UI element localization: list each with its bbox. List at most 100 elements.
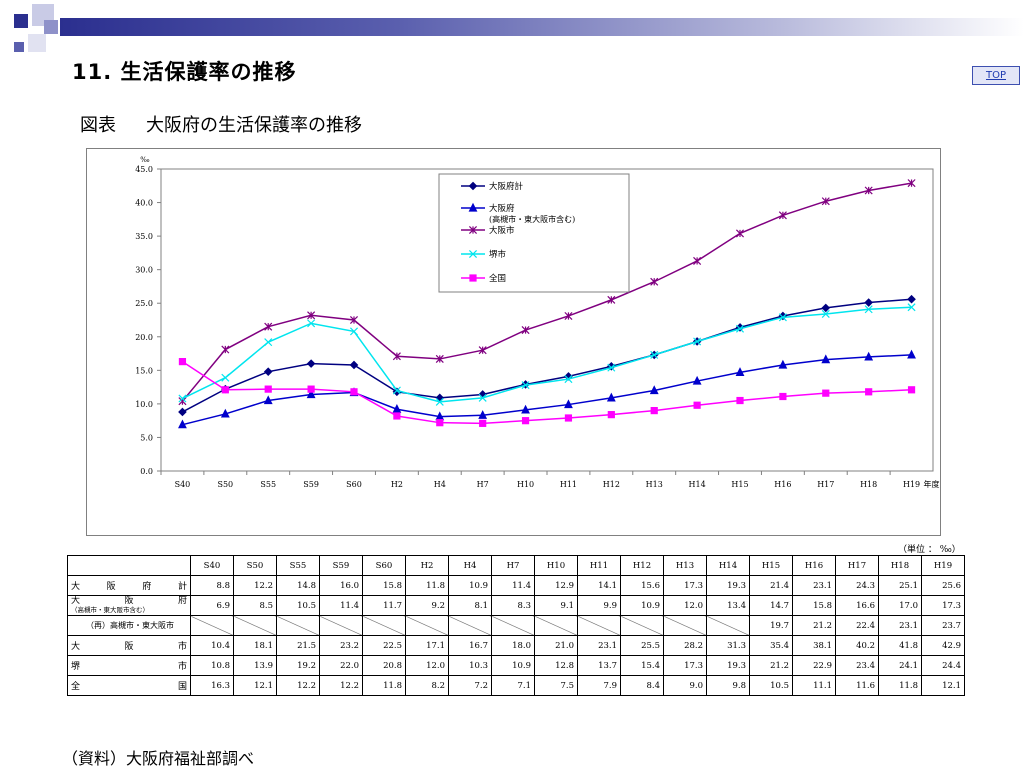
table-header-cell: H17 [835,555,879,576]
table-row-label: 堺市 [67,655,191,676]
table-row-label: 大阪府 （高槻市・東大阪市含む） [67,595,191,616]
data-point-s2 [306,389,316,399]
table-cell: 16.0 [319,575,363,596]
data-point-s2 [263,395,273,405]
top-link-button[interactable]: TOP [972,66,1020,85]
x-tick-label: H11 [560,480,577,489]
data-point-s5 [564,414,573,422]
data-point-s2 [220,408,230,418]
data-point-s2 [478,410,488,419]
table-cell: 23.2 [319,635,363,656]
data-point-s5 [779,392,787,401]
legend-box [438,173,630,293]
data-point-s3 [349,315,359,325]
data-point-s5 [521,417,530,425]
data-point-s2 [392,404,402,413]
y-tick-label: 0.0 [140,467,153,476]
table-cell: 23.7 [921,615,965,636]
table-cell: 12.0 [405,655,449,676]
table-cell-empty [233,615,277,636]
data-point-s4 [435,397,444,406]
data-point-s1 [435,393,445,403]
data-point-s2 [907,349,916,359]
data-point-s4 [221,373,230,382]
data-point-s4 [650,350,659,359]
data-point-s5 [479,419,487,427]
table-cell: 21.0 [534,635,578,656]
table-header-cell: H11 [577,555,621,576]
table-cell-empty [190,615,234,636]
legend-label: 大阪府計 [489,181,524,192]
data-point-s4 [821,309,830,318]
table-cell: 24.3 [835,575,879,596]
data-point-s4 [907,303,916,312]
table-header-cell: S40 [190,555,234,576]
data-point-s4 [564,375,573,384]
table-header-cell: S55 [276,555,320,576]
table-cell: 16.6 [835,595,879,616]
table-cell: 8.1 [448,595,492,616]
data-point-s2 [864,351,874,361]
data-table: S40 S50 S55 S59 S60 H2 H4 H7 H10 H11 H12 H13 H14 H15 H… [67,555,965,696]
data-point-s1 [907,294,916,304]
data-point-s4 [693,337,702,346]
table-cell: 8.3 [491,595,535,616]
row-label-text: 大阪府 [71,595,187,606]
data-point-s5 [822,389,830,397]
data-point-s4 [521,381,530,390]
table-cell: 22.0 [319,655,363,676]
source-note: （資料）大阪府福祉部調べ [62,749,255,768]
table-cell-empty [276,615,320,636]
table-cell-empty [706,615,750,636]
table-cell: 12.1 [921,675,965,696]
table-header-cell: H18 [878,555,922,576]
data-point-s5 [907,386,916,394]
table-cell: 9.8 [706,675,750,696]
y-tick-label: 10.0 [135,400,153,409]
data-point-s3 [392,352,401,361]
data-point-s4 [778,313,787,322]
table-cell: 11.6 [835,675,879,696]
data-point-s3 [478,346,487,355]
figure-label: 図表 [80,115,116,136]
table-cell: 12.1 [233,675,277,696]
table-cell: 24.4 [921,655,965,676]
data-point-s1 [263,367,273,376]
table-row: 堺市 10.8 13.9 19.2 22.0 20.8 12.0 10.3 10.9 12.8 13… [67,655,965,676]
x-tick-label: H7 [477,480,489,489]
table-cell: 11.8 [878,675,922,696]
table-cell: 28.2 [663,635,707,656]
table-header-cell: H15 [749,555,793,576]
table-cell: 9.2 [405,595,449,616]
table-cell: 20.8 [362,655,406,676]
data-point-s5 [607,411,615,419]
table-cell: 19.7 [749,615,793,636]
x-tick-label: H17 [817,480,834,489]
data-point-s2 [778,359,788,369]
data-point-s2 [821,354,831,364]
x-tick-label: H2 [391,480,403,489]
table-cell: 17.3 [921,595,965,616]
y-tick-label: 20.0 [135,333,153,342]
data-point-s5 [178,358,187,366]
header-gradient-bar [60,18,1024,36]
x-tick-label: S50 [217,480,233,489]
table-cell-empty [577,615,621,636]
data-point-s2 [649,385,659,395]
legend-label: 全国 [489,273,506,284]
table-cell: 41.8 [878,635,922,656]
table-cell-empty [448,615,492,636]
data-point-s3 [864,186,873,195]
x-tick-label: H12 [603,480,620,489]
series-line-3 [181,182,912,402]
data-point-s4 [478,393,487,402]
table-cell: 31.3 [706,635,750,656]
table-header-cell: H14 [706,555,750,576]
table-cell: 8.5 [233,595,277,616]
table-cell: 23.1 [577,635,621,656]
data-point-s3 [778,211,787,220]
y-tick-label: 5.0 [140,433,153,442]
table-cell: 42.9 [921,635,965,656]
table-cell: 12.2 [276,675,320,696]
unit-note: （単位 ： ‰） [898,545,961,555]
